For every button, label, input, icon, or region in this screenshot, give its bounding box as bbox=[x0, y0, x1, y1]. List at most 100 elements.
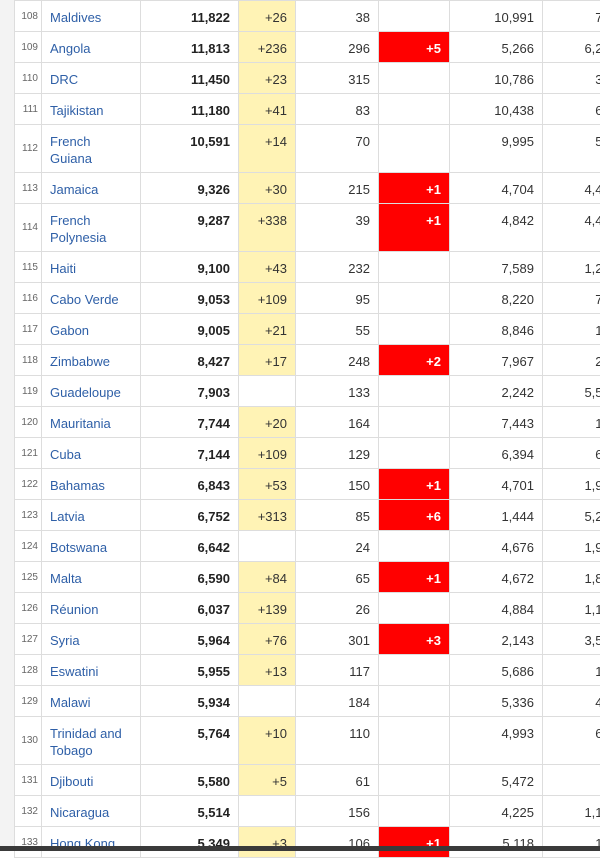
new-deaths-cell bbox=[379, 283, 450, 314]
country-link[interactable]: French Polynesia bbox=[50, 213, 106, 245]
total-recovered-cell: 2,242 bbox=[450, 376, 543, 407]
new-deaths-cell bbox=[379, 376, 450, 407]
new-deaths-cell: +3 bbox=[379, 624, 450, 655]
country-link[interactable]: Guadeloupe bbox=[50, 385, 121, 400]
total-cases-cell: 8,427 bbox=[141, 345, 239, 376]
total-cases-cell: 10,591 bbox=[141, 125, 239, 173]
country-link[interactable]: Cabo Verde bbox=[50, 292, 119, 307]
country-link[interactable]: Angola bbox=[50, 41, 90, 56]
rank-cell: 115 bbox=[15, 252, 42, 283]
total-deaths-cell: 61 bbox=[296, 765, 379, 796]
total-cases-cell: 6,642 bbox=[141, 531, 239, 562]
total-deaths-cell: 70 bbox=[296, 125, 379, 173]
total-cases-cell: 5,955 bbox=[141, 655, 239, 686]
total-cases-cell: 11,180 bbox=[141, 94, 239, 125]
active-cases-cell: 137 bbox=[543, 407, 600, 438]
new-deaths-cell: +1 bbox=[379, 562, 450, 593]
country-link[interactable]: Malawi bbox=[50, 695, 90, 710]
country-link[interactable]: Djibouti bbox=[50, 774, 93, 789]
country-link[interactable]: Zimbabwe bbox=[50, 354, 110, 369]
total-recovered-cell: 8,846 bbox=[450, 314, 543, 345]
new-cases-cell bbox=[239, 531, 296, 562]
new-deaths-cell bbox=[379, 314, 450, 345]
country-link[interactable]: Botswana bbox=[50, 540, 107, 555]
total-deaths-cell: 83 bbox=[296, 94, 379, 125]
active-cases-cell: 104 bbox=[543, 314, 600, 345]
country-link[interactable]: Trinidad and Tobago bbox=[50, 726, 122, 758]
active-cases-cell: 152 bbox=[543, 655, 600, 686]
new-cases-cell bbox=[239, 796, 296, 827]
total-deaths-cell: 38 bbox=[296, 1, 379, 32]
new-deaths-cell bbox=[379, 531, 450, 562]
country-link[interactable]: Jamaica bbox=[50, 182, 98, 197]
total-cases-cell: 6,752 bbox=[141, 500, 239, 531]
country-link[interactable]: Mauritania bbox=[50, 416, 111, 431]
country-link[interactable]: Bahamas bbox=[50, 478, 105, 493]
new-deaths-cell bbox=[379, 655, 450, 686]
country-cell: DRC bbox=[42, 63, 141, 94]
new-cases-cell: +109 bbox=[239, 438, 296, 469]
country-link[interactable]: Nicaragua bbox=[50, 805, 109, 820]
country-link[interactable]: Cuba bbox=[50, 447, 81, 462]
rank-cell: 112 bbox=[15, 125, 42, 173]
new-deaths-cell bbox=[379, 407, 450, 438]
total-recovered-cell: 4,842 bbox=[450, 204, 543, 252]
total-recovered-cell: 4,676 bbox=[450, 531, 543, 562]
total-deaths-cell: 65 bbox=[296, 562, 379, 593]
country-link[interactable]: DRC bbox=[50, 72, 78, 87]
country-link[interactable]: Gabon bbox=[50, 323, 89, 338]
new-cases-cell: +139 bbox=[239, 593, 296, 624]
total-recovered-cell: 1,444 bbox=[450, 500, 543, 531]
total-recovered-cell: 10,786 bbox=[450, 63, 543, 94]
horizontal-scrollbar[interactable] bbox=[0, 846, 600, 851]
total-recovered-cell: 5,118 bbox=[450, 827, 543, 858]
country-link[interactable]: Malta bbox=[50, 571, 82, 586]
total-deaths-cell: 232 bbox=[296, 252, 379, 283]
country-link[interactable]: Maldives bbox=[50, 10, 101, 25]
rank-cell: 117 bbox=[15, 314, 42, 345]
country-link[interactable]: Latvia bbox=[50, 509, 85, 524]
country-cell: Angola bbox=[42, 32, 141, 63]
country-cell: Malta bbox=[42, 562, 141, 593]
total-cases-cell: 9,100 bbox=[141, 252, 239, 283]
total-recovered-cell: 8,220 bbox=[450, 283, 543, 314]
new-deaths-cell bbox=[379, 94, 450, 125]
total-cases-cell: 5,934 bbox=[141, 686, 239, 717]
country-cell: Haiti bbox=[42, 252, 141, 283]
total-cases-cell: 7,903 bbox=[141, 376, 239, 407]
country-link[interactable]: French Guiana bbox=[50, 134, 92, 166]
total-cases-cell: 5,514 bbox=[141, 796, 239, 827]
new-cases-cell: +109 bbox=[239, 283, 296, 314]
active-cases-cell: 5,528 bbox=[543, 376, 600, 407]
table-body: 108Maldives11,822+263810,991793109Angola… bbox=[15, 1, 600, 858]
total-recovered-cell: 4,701 bbox=[450, 469, 543, 500]
total-cases-cell: 9,005 bbox=[141, 314, 239, 345]
country-link[interactable]: Réunion bbox=[50, 602, 98, 617]
rank-cell: 118 bbox=[15, 345, 42, 376]
total-deaths-cell: 95 bbox=[296, 283, 379, 314]
total-recovered-cell: 7,589 bbox=[450, 252, 543, 283]
total-recovered-cell: 4,884 bbox=[450, 593, 543, 624]
rank-cell: 122 bbox=[15, 469, 42, 500]
country-link[interactable]: Haiti bbox=[50, 261, 76, 276]
new-deaths-cell: +1 bbox=[379, 827, 450, 858]
total-deaths-cell: 24 bbox=[296, 531, 379, 562]
country-link[interactable]: Tajikistan bbox=[50, 103, 103, 118]
total-recovered-cell: 5,266 bbox=[450, 32, 543, 63]
country-link[interactable]: Eswatini bbox=[50, 664, 98, 679]
total-deaths-cell: 129 bbox=[296, 438, 379, 469]
country-link[interactable]: Syria bbox=[50, 633, 80, 648]
total-deaths-cell: 296 bbox=[296, 32, 379, 63]
